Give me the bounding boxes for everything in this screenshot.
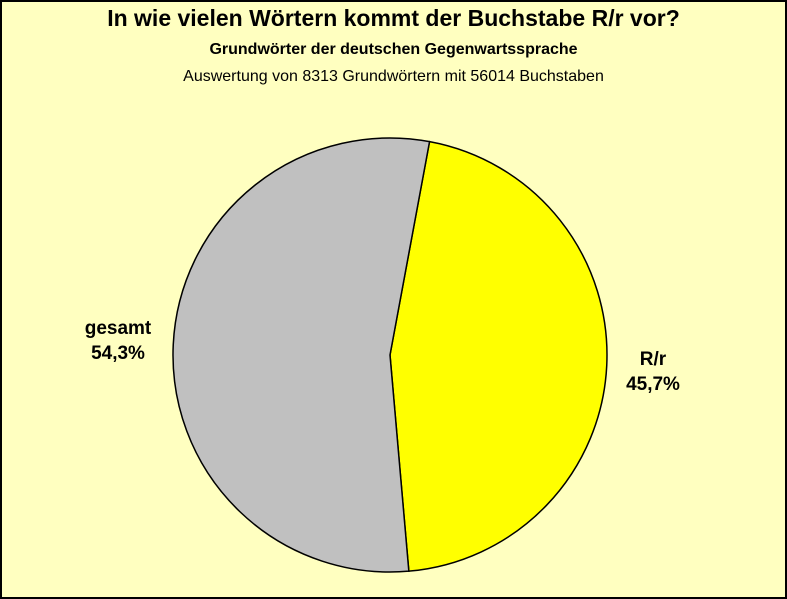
chart-subtitle: Grundwörter der deutschen Gegenwartsspra… [209, 41, 578, 58]
pie-slice-r-r [389, 140, 608, 572]
pie-slice-gesamt [172, 137, 431, 573]
pie-slices [172, 137, 608, 573]
chart-note: Auswertung von 8313 Grundwörtern mit 560… [183, 68, 604, 85]
slice-label-rr-name: R/r [640, 349, 667, 370]
slice-label-rr-value: 45,7% [626, 374, 680, 395]
slice-label-gesamt-value: 54,3% [91, 343, 145, 364]
chart-title: In wie vielen Wörtern kommt der Buchstab… [107, 5, 680, 31]
slice-label-gesamt-name: gesamt [85, 318, 152, 339]
pie-labels: gesamt 54,3% R/r 45,7% [85, 318, 680, 395]
